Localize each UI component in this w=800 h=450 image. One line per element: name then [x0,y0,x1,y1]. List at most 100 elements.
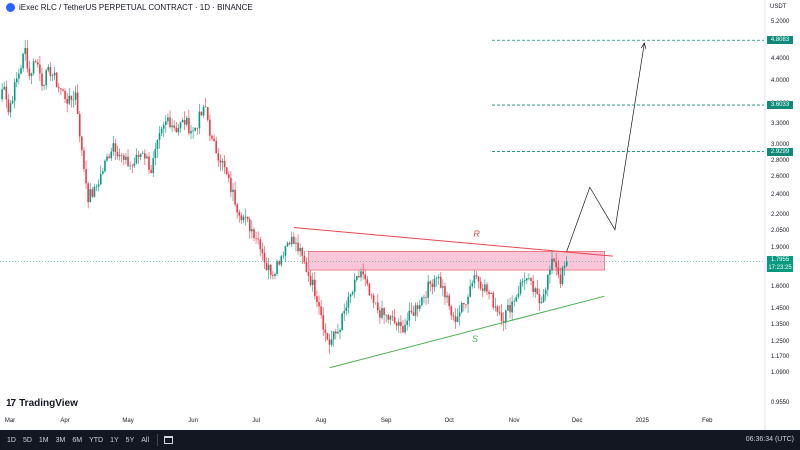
price-axis-tick: 4.4000 [771,56,790,63]
candle [423,294,425,304]
candle [395,321,398,331]
range-button-1d[interactable]: 1D [7,436,16,444]
candle [297,234,299,255]
time-axis-tick: Apr [60,418,70,424]
candle [7,94,10,116]
candle [18,68,20,85]
candle [47,64,50,73]
candle [139,153,142,161]
price-axis-tick: 2.6000 [771,174,790,181]
candle [150,164,152,174]
candle [385,314,387,323]
range-button-1m[interactable]: 1M [38,436,49,444]
candle [370,293,373,300]
price-axis-tick: 3.3000 [771,120,790,127]
candle [51,73,54,82]
candle [125,152,127,164]
clock-readout[interactable]: 06:36:34 (UTC) [745,436,794,443]
candle [379,306,381,324]
candle [34,59,37,63]
price-axis-tick: 1.1700 [771,353,790,360]
candle [3,81,5,91]
tradingview-logo-mark: 17 [6,398,16,409]
candle [177,124,180,136]
candle [372,293,375,309]
candle [225,167,228,176]
time-axis-tick: Jul [252,418,260,424]
candle [60,88,62,96]
candle [530,276,532,286]
candle [62,88,64,92]
price-chart[interactable]: RS [0,0,800,430]
candle [45,68,47,90]
candle [303,250,306,264]
candle [536,280,539,295]
candle [95,184,98,192]
target-price-tag: 4.8083 [767,36,793,45]
support-line [329,295,605,369]
candle [517,285,520,299]
candle [123,153,125,166]
candle [393,308,396,325]
time-axis-tick: May [122,418,134,424]
candle [11,95,14,105]
candle [213,134,215,142]
candle [532,275,534,297]
candle [9,100,12,118]
candle [190,124,192,140]
candle [515,294,518,303]
candle [410,302,413,314]
candle [448,293,450,311]
candle [557,260,560,279]
candle [540,296,543,304]
candle [230,171,232,198]
candle [433,275,436,293]
candle [53,66,56,80]
candle [244,208,247,226]
candle [41,68,43,91]
candle [274,272,276,280]
range-button-5y[interactable]: 5Y [125,436,135,444]
candle [217,148,220,167]
candle [391,310,394,321]
candle [81,135,83,156]
candle [473,269,476,289]
toolbar-divider [157,434,159,446]
price-axis-unit: USDT [770,4,787,10]
candle [87,182,89,209]
candle [324,323,327,342]
candle [282,251,285,260]
candle [477,276,480,289]
candle [133,157,136,168]
time-axis-tick: Mar [4,418,16,424]
range-button-1y[interactable]: 1Y [110,436,119,444]
candle [200,111,203,116]
price-axis-tick: 2.2000 [771,211,790,218]
candle [240,212,243,224]
range-button-6m[interactable]: 6M [72,436,83,444]
candle [509,297,511,319]
range-button-5d[interactable]: 5D [22,436,32,444]
candle [454,308,457,329]
candle [238,209,241,223]
candle [341,312,343,332]
candle [301,246,304,265]
range-button-ytd[interactable]: YTD [89,436,104,444]
candle [408,302,411,327]
price-axis-tick: 5.2000 [771,18,790,25]
candle [442,279,444,297]
candle [381,300,383,320]
candle [544,287,547,301]
price-axis-tick: 1.9000 [771,244,790,251]
candle [307,270,310,282]
time-axis-tick: Aug [315,418,327,424]
range-button-all[interactable]: All [141,436,150,444]
candle [110,147,113,161]
calendar-icon[interactable] [164,436,174,444]
range-button-3m[interactable]: 3M [55,436,66,444]
candle [192,127,194,139]
candle [511,295,513,321]
candle [232,182,234,201]
candle [68,87,71,106]
candle [236,202,238,219]
